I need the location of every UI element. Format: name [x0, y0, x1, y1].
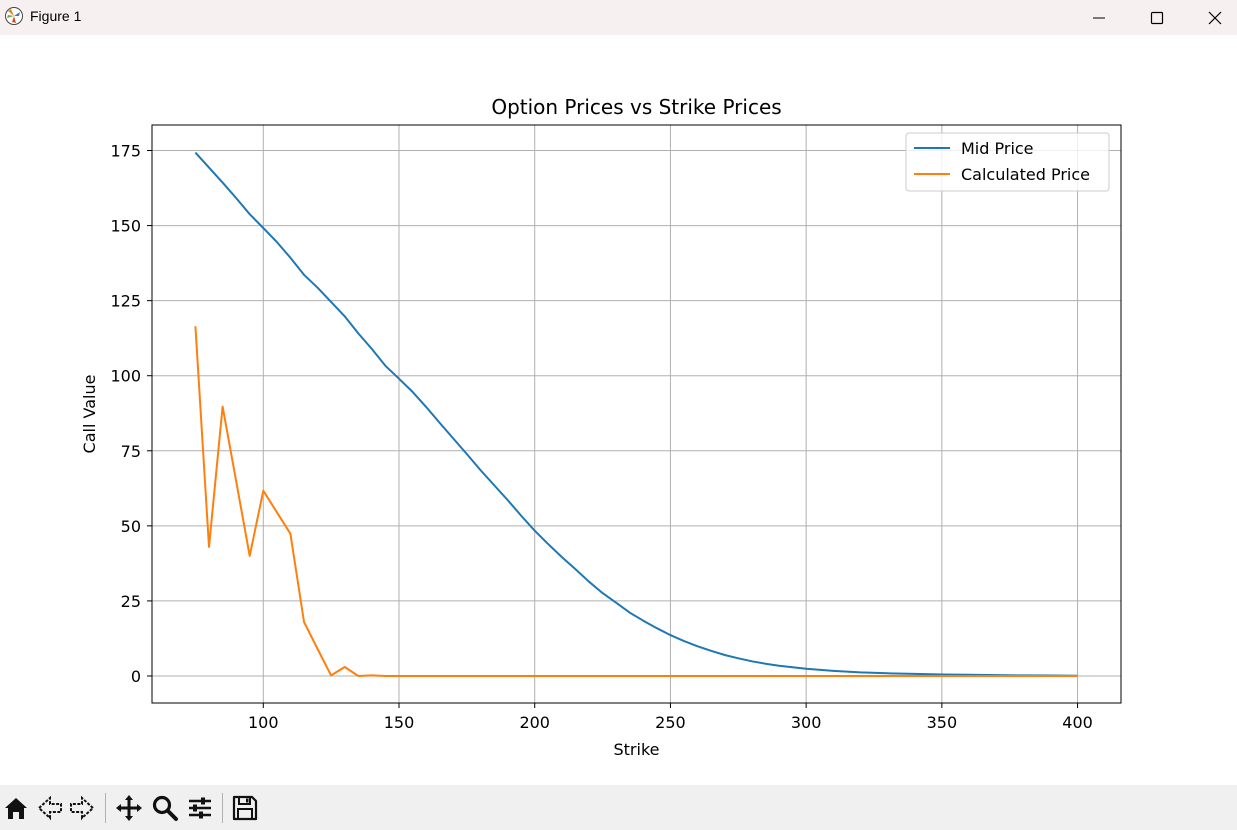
navigation-toolbar — [0, 785, 1237, 830]
save-icon — [232, 795, 258, 821]
y-tick-label: 0 — [131, 667, 141, 686]
pan-button[interactable] — [114, 793, 144, 823]
toolbar-separator — [105, 793, 106, 823]
close-icon — [1208, 11, 1222, 24]
configure-subplots-icon — [189, 797, 211, 819]
maximize-button[interactable] — [1134, 0, 1180, 35]
forward-icon — [70, 795, 95, 821]
series-line-mid-price — [194, 151, 1078, 677]
axes-frame — [151, 124, 1122, 704]
x-tick-label: 250 — [655, 713, 686, 732]
figure-canvas[interactable]: 100 150 200 250 300 350 400 0 25 50 75 100 125 150 175… — [0, 35, 1237, 785]
window-titlebar: Figure 1 — [0, 0, 1237, 35]
legend-label: Mid Price — [961, 139, 1034, 158]
y-axis-label: Call Value — [80, 375, 99, 454]
maximize-icon — [1150, 11, 1164, 24]
forward-button[interactable] — [67, 793, 97, 823]
zoom-button[interactable] — [150, 793, 180, 823]
legend-label: Calculated Price — [961, 165, 1090, 184]
y-tick-label: 175 — [110, 142, 141, 161]
y-tick-label: 125 — [110, 292, 141, 311]
x-axis-label: Strike — [614, 740, 660, 759]
x-tick-label: 400 — [1062, 713, 1093, 732]
configure-subplots-button[interactable] — [185, 793, 215, 823]
pan-icon — [116, 795, 142, 821]
save-button[interactable] — [230, 793, 260, 823]
home-icon — [5, 798, 27, 819]
y-tick-label: 75 — [121, 442, 141, 461]
series-line-calculated-price — [194, 326, 1078, 677]
window-title: Figure 1 — [30, 8, 82, 24]
back-button[interactable] — [35, 793, 65, 823]
back-icon — [37, 795, 62, 821]
chart-title: Option Prices vs Strike Prices — [491, 95, 781, 119]
matplotlib-app-icon — [4, 6, 24, 26]
y-tick-label: 150 — [110, 217, 141, 236]
y-tick-label: 25 — [121, 592, 141, 611]
x-tick-label: 200 — [519, 713, 550, 732]
y-tick-label: 100 — [110, 367, 141, 386]
x-tick-label: 150 — [384, 713, 415, 732]
line-chart: 100 150 200 250 300 350 400 0 25 50 75 100 125 150 175… — [80, 95, 1122, 759]
plot-area — [152, 125, 1121, 703]
close-button[interactable] — [1192, 0, 1237, 35]
toolbar-separator — [222, 793, 223, 823]
x-tick-label: 300 — [791, 713, 822, 732]
minimize-icon — [1093, 17, 1105, 18]
home-button[interactable] — [1, 793, 31, 823]
x-tick-label: 100 — [248, 713, 279, 732]
legend — [905, 132, 1110, 192]
y-tick-label: 50 — [121, 517, 141, 536]
x-tick-label: 350 — [927, 713, 958, 732]
zoom-icon — [152, 795, 178, 821]
minimize-button[interactable] — [1076, 0, 1122, 35]
